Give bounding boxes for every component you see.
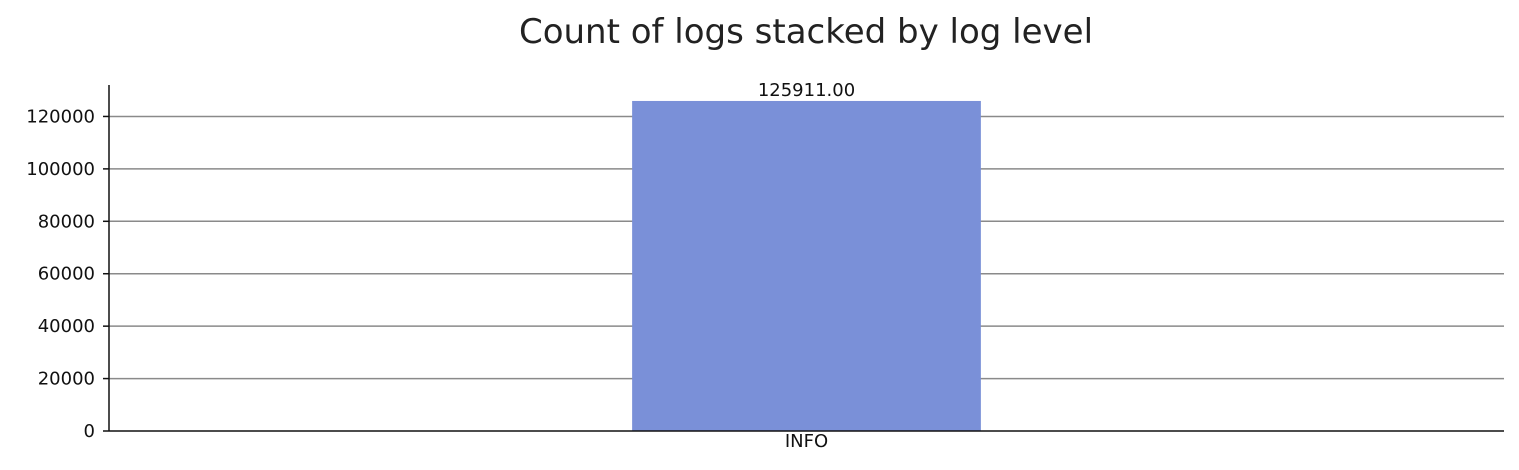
y-tick-label: 80000 (38, 211, 95, 232)
data-labels: 125911.00 (758, 80, 855, 101)
y-tick-label: 120000 (26, 106, 95, 127)
y-tick-label: 20000 (38, 369, 95, 390)
y-tick-label: 40000 (38, 316, 95, 337)
bar (632, 100, 981, 431)
chart-title: Count of logs stacked by log level (519, 12, 1093, 52)
y-tick-label: 100000 (26, 159, 95, 180)
tick-labels: 0 20000 40000 60000 80000 100000 120000 INFO (26, 106, 828, 452)
bars (632, 100, 981, 431)
y-tick-label: 60000 (38, 264, 95, 285)
x-tick-label: INFO (785, 431, 828, 452)
y-tick-label: 0 (84, 421, 95, 442)
data-label: 125911.00 (758, 80, 855, 101)
axes (103, 85, 1504, 432)
